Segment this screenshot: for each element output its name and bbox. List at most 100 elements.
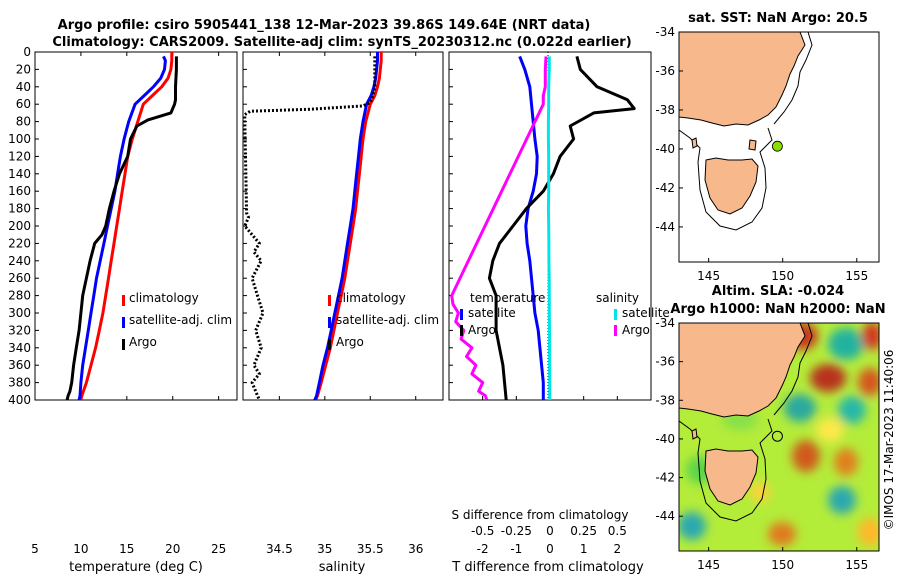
legend-title-salinity: salinity — [596, 291, 639, 305]
temperature-legend: climatology satellite-adj. clim Argo — [122, 291, 232, 350]
y-tick-label: 200 — [8, 219, 31, 233]
sst-map-land — [679, 32, 813, 231]
series-line-temperature-argo — [487, 56, 636, 400]
legend-label-satellite: satellite-adj. clim — [129, 313, 232, 327]
top-tick-label: -0.5 — [471, 524, 494, 538]
sst-map-frame — [678, 31, 880, 263]
x-tick-label: -2 — [477, 542, 489, 556]
legend-swatch-climatology — [328, 295, 331, 306]
y-tick-label: 100 — [8, 132, 31, 146]
map-y-tick-label: -38 — [655, 393, 675, 407]
series-line-satellite-adj-clim — [313, 52, 379, 400]
legend-swatch-s-satellite — [614, 309, 617, 320]
series-line-argo — [243, 56, 377, 400]
sla-high-7 — [768, 522, 796, 546]
map-y-tick-label: -40 — [655, 432, 675, 446]
difference-series — [450, 55, 636, 400]
top-tick-label: 0.25 — [570, 524, 597, 538]
sst-map-axes: 145 150 155 -34 -36 -38 -40 -42 -44 — [655, 25, 868, 283]
imos-credit: ©IMOS 17-Mar-2023 11:40:06 — [882, 350, 896, 531]
map-y-tick-label: -40 — [655, 142, 675, 156]
y-tick-label: 320 — [8, 323, 31, 337]
temperature-axes — [34, 51, 238, 401]
sla-high-3 — [810, 364, 846, 392]
difference-top-xlabel: S difference from climatology — [452, 508, 629, 522]
y-tick-label: 240 — [8, 254, 31, 268]
map-y-tick-label: -38 — [655, 103, 675, 117]
x-tick-label: 0 — [546, 542, 554, 556]
x-tick-label: 36 — [408, 542, 423, 556]
sst-map-panel: sat. SST: NaN Argo: 20.5 145 150 155 -34 -36… — [655, 11, 880, 283]
y-tick-label: 300 — [8, 306, 31, 320]
legend-swatch-t-argo — [460, 325, 463, 336]
sla-field — [679, 323, 879, 551]
series-line-salinity-satellite — [546, 56, 552, 400]
sla-map-axes: 145 150 155 -34 -36 -38 -40 -42 -44 — [655, 316, 868, 572]
sla-high-9 — [858, 518, 879, 546]
legend-label-argo: Argo — [336, 335, 364, 349]
y-tick-label: 340 — [8, 341, 31, 355]
temperature-series — [65, 52, 178, 400]
legend-swatch-climatology — [122, 295, 125, 306]
series-line-satellite-adj-clim — [77, 55, 167, 400]
sla-map-title-line1: Altim. SLA: -0.024 — [712, 284, 844, 299]
map-y-tick-label: -36 — [655, 355, 675, 369]
figure-title-line2: Climatology: CARS2009. Satellite-adj cli… — [52, 35, 631, 50]
sla-map-frame — [678, 322, 880, 552]
argo-position-marker — [771, 430, 783, 442]
map-y-tick-label: -34 — [655, 25, 675, 39]
mainland-coast — [679, 323, 806, 418]
map-x-tick-label: 155 — [845, 269, 868, 283]
y-tick-label: 360 — [8, 358, 31, 372]
y-tick-label: 140 — [8, 167, 31, 181]
king-island — [691, 137, 698, 149]
x-tick-label: 20 — [165, 542, 180, 556]
map-x-tick-label: 150 — [771, 558, 794, 572]
map-y-tick-label: -42 — [655, 471, 675, 485]
y-tick-label: 0 — [23, 45, 31, 59]
x-tick-label: 15 — [119, 542, 134, 556]
x-tick-label: 25 — [211, 542, 226, 556]
y-tick-label: 400 — [8, 393, 31, 407]
y-tick-label: 180 — [8, 202, 31, 216]
y-tick-label: 20 — [16, 62, 31, 76]
temperature-panel: 5 10 15 20 25 0 20 40 60 80 100 120 140 160 180 200 220 2… — [8, 45, 238, 575]
sla-land — [679, 323, 813, 522]
map-x-tick-label: 150 — [771, 269, 794, 283]
x-tick-label: 35 — [317, 542, 332, 556]
tasmania-shelf-contour — [679, 418, 773, 522]
sla-low-1 — [828, 328, 864, 360]
sla-high-6 — [834, 448, 858, 476]
map-y-tick-label: -44 — [655, 509, 675, 523]
argo-position-marker — [772, 140, 783, 152]
sla-high-8 — [750, 482, 770, 502]
legend-label-climatology: climatology — [129, 291, 199, 305]
y-tick-label: 280 — [8, 289, 31, 303]
map-y-tick-label: -36 — [655, 64, 675, 78]
legend-label-s-argo: Argo — [622, 323, 650, 337]
series-line-climatology — [79, 52, 174, 400]
legend-label-t-satellite: satellite — [468, 306, 516, 320]
temperature-xlabel: temperature (deg C) — [69, 560, 203, 575]
y-tick-label: 380 — [8, 376, 31, 390]
legend-title-temperature: temperature — [470, 291, 545, 305]
x-tick-label: 2 — [614, 542, 622, 556]
legend-label-s-satellite: satellite — [622, 306, 670, 320]
king-island — [691, 428, 698, 440]
y-tick-label: 80 — [16, 115, 31, 129]
sla-map-panel: Altim. SLA: -0.024 Argo h1000: NaN h2000… — [655, 284, 885, 572]
map-x-tick-label: 155 — [845, 558, 868, 572]
legend-swatch-argo — [122, 339, 125, 350]
sla-high-2 — [862, 323, 879, 350]
sla-low-3 — [838, 396, 866, 424]
salinity-panel: 34.5 35 35.5 36 salinity climatology satell… — [242, 51, 444, 575]
salinity-xlabel: salinity — [319, 560, 366, 575]
sla-mid-1 — [816, 418, 844, 442]
series-line-salinity-argo — [450, 56, 548, 400]
y-tick-label: 40 — [16, 80, 31, 94]
y-tick-label: 120 — [8, 149, 31, 163]
top-tick-label: 0 — [546, 524, 554, 538]
sla-low-5 — [679, 512, 706, 540]
top-tick-label: -0.25 — [501, 524, 532, 538]
